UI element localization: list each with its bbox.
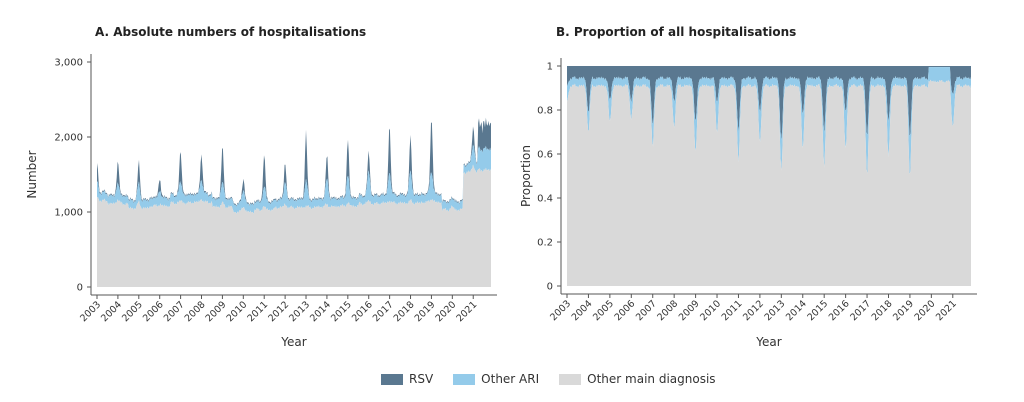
- y-tick-label: 0.8: [537, 106, 553, 117]
- y-tick-label: 2,000: [54, 133, 83, 144]
- x-tick-label: 2004: [570, 298, 595, 323]
- y-tick-label: 0.6: [537, 150, 553, 161]
- x-axis-label: Year: [755, 335, 781, 349]
- x-tick-label: 2004: [99, 299, 124, 324]
- x-tick-label: 2003: [548, 298, 573, 323]
- y-tick-label: 0: [547, 282, 553, 293]
- legend-label-rsv: RSV: [409, 372, 434, 386]
- chart-title: A. Absolute numbers of hospitalisations: [95, 25, 366, 39]
- chart-proportion: 00.20.40.60.8120032004200520062007200820…: [519, 25, 977, 349]
- x-tick-label: 2017: [371, 299, 396, 324]
- x-tick-label: 2008: [183, 299, 208, 324]
- x-axis-label: Year: [280, 335, 306, 349]
- area-other-ari: [567, 67, 971, 175]
- x-tick-label: 2017: [848, 298, 873, 323]
- y-tick-label: 1: [547, 62, 553, 73]
- legend-swatch-other-ari: [453, 373, 476, 385]
- x-tick-label: 2006: [613, 298, 638, 323]
- area-other-ari: [97, 144, 491, 215]
- legend-swatch-rsv: [381, 373, 403, 385]
- y-tick-label: 0.4: [537, 194, 553, 205]
- x-tick-label: 2005: [591, 298, 616, 323]
- x-tick-label: 2011: [720, 298, 745, 323]
- x-tick-label: 2013: [287, 299, 312, 324]
- area-rsv: [567, 66, 971, 140]
- x-tick-label: 2019: [413, 299, 438, 324]
- x-tick-label: 2010: [698, 298, 723, 323]
- area-other-main-diagnosis: [97, 164, 491, 287]
- x-tick-label: 2008: [655, 298, 680, 323]
- legend: RSV Other ARI Other main diagnosis: [381, 372, 736, 386]
- x-tick-label: 2013: [763, 298, 788, 323]
- x-tick-label: 2007: [162, 299, 187, 324]
- x-tick-label: 2015: [805, 298, 830, 323]
- x-tick-label: 2020: [434, 299, 459, 324]
- x-tick-label: 2021: [454, 299, 479, 324]
- legend-swatch-other-main-diagnosis: [559, 373, 582, 385]
- legend-label-other-ari: Other ARI: [481, 372, 540, 386]
- x-tick-label: 2014: [784, 298, 809, 323]
- y-tick-label: 3,000: [54, 58, 83, 69]
- y-tick-label: 1,000: [54, 208, 83, 219]
- x-tick-label: 2014: [308, 299, 333, 324]
- x-tick-label: 2012: [266, 299, 291, 324]
- chart-absolute-numbers: 0 1,000 2,000 3,000 200320042005200620072008…: [25, 25, 497, 349]
- x-tick-label: 2003: [78, 299, 103, 324]
- x-tick-label: 2005: [120, 299, 145, 324]
- x-tick-label: 2021: [934, 298, 959, 323]
- x-tick-label: 2019: [891, 298, 916, 323]
- x-tick-label: 2016: [827, 298, 852, 323]
- x-tick-label: 2007: [634, 298, 659, 323]
- x-tick-label: 2018: [392, 299, 417, 324]
- y-axis-label: Number: [25, 150, 39, 198]
- x-tick-label: 2012: [741, 298, 766, 323]
- x-tick-label: 2006: [141, 299, 166, 324]
- area-other-main-diagnosis: [567, 79, 971, 286]
- x-tick-label: 2018: [870, 298, 895, 323]
- x-tick-label: 2011: [245, 299, 270, 324]
- chart-title: B. Proportion of all hospitalisations: [556, 25, 796, 39]
- legend-label-other-main-diagnosis: Other main diagnosis: [587, 372, 716, 386]
- x-tick-label: 2009: [677, 298, 702, 323]
- x-tick-label: 2010: [225, 299, 250, 324]
- y-axis-label: Proportion: [519, 145, 533, 207]
- x-tick-label: 2009: [204, 299, 229, 324]
- legend-item-other-main-diagnosis: Other main diagnosis: [559, 372, 716, 386]
- x-tick-label: 2020: [913, 298, 938, 323]
- x-tick-label: 2015: [329, 299, 354, 324]
- legend-item-other-ari: Other ARI: [453, 372, 539, 386]
- y-tick-label: 0.2: [537, 238, 553, 249]
- x-tick-label: 2016: [350, 299, 375, 324]
- legend-item-rsv: RSV: [381, 372, 433, 386]
- y-tick-label: 0: [77, 283, 83, 294]
